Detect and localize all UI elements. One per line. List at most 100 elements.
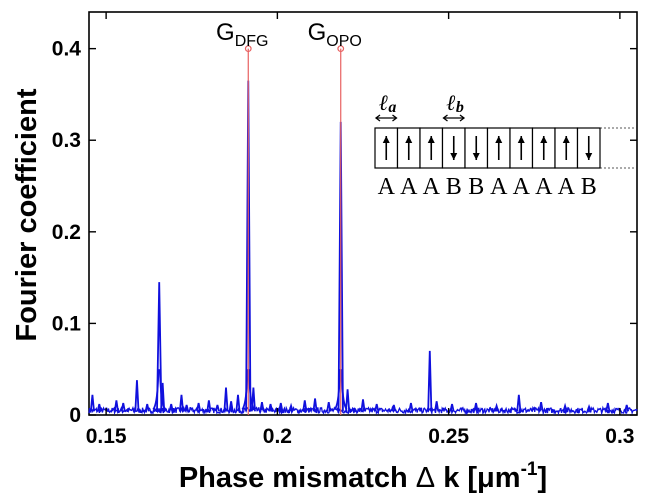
y-tick-label: 0.3 — [52, 129, 81, 152]
inset-sequence-letter: B — [581, 174, 597, 200]
spectrum-peak — [516, 394, 522, 412]
spectrum-peak — [168, 403, 174, 412]
x-tick-label: 0.2 — [263, 425, 292, 448]
spectrum-peak — [156, 282, 163, 412]
inset-length-label-sub: a — [388, 99, 396, 116]
peak-annotations: GDFG GOPO — [216, 19, 362, 50]
x-tick-label: 0.25 — [428, 425, 469, 448]
inset-length-arrowhead-right-icon — [459, 114, 466, 122]
spectrum-peak — [184, 404, 190, 412]
y-tick-label: 0.2 — [52, 221, 81, 244]
spectrum-peak — [408, 402, 414, 412]
inset-sequence-letter: A — [400, 174, 418, 200]
x-axis-title: Phase mismatch Δ k [μm-1] — [179, 459, 547, 494]
peak-annotation-main: G — [308, 19, 327, 46]
inset-up-arrow-icon — [495, 136, 503, 143]
peak-annotation-main: G — [216, 19, 235, 46]
spectrum-peak-base — [241, 369, 256, 411]
inset-sequence-letter: B — [468, 174, 484, 200]
spectrum-peak — [624, 404, 630, 412]
x-axis-title-k: k [ — [435, 462, 477, 494]
peak-annotation: GDFG — [216, 19, 268, 50]
spectrum-peak — [178, 394, 184, 412]
x-axis-title-text: Phase mismatch — [179, 462, 416, 494]
inset-sequence-letter: A — [490, 174, 508, 200]
inset-up-arrow-icon — [540, 136, 548, 143]
x-axis-title-unit: m — [495, 462, 521, 494]
inset-length-label-main: ℓ — [447, 90, 456, 115]
spectrum-baseline — [88, 405, 638, 416]
domain-inset: A A A B B A A A A Bℓa ℓb — [374, 90, 636, 200]
spectrum-peak — [605, 402, 611, 412]
inset-length-label: ℓa — [379, 90, 396, 116]
x-axis-title-close: ] — [538, 462, 548, 494]
spectrum-peak — [278, 402, 284, 412]
spectrum-peak — [312, 398, 318, 412]
peak-marker-point — [337, 45, 345, 53]
inset-up-arrow-icon — [382, 136, 390, 143]
plot-frame — [88, 11, 638, 416]
spectrum-peak — [89, 394, 95, 412]
inset-sequence-letter: A — [513, 174, 531, 200]
spectrum-peak — [120, 402, 126, 412]
spectrum-peak — [427, 350, 433, 412]
x-tick-label: 0.15 — [86, 425, 127, 448]
spectrum-peak — [374, 403, 380, 412]
spectrum-peak — [196, 402, 202, 412]
y-tick-label: 0.1 — [52, 312, 82, 335]
plot-area: GDFG GOPO — [88, 11, 638, 416]
spectrum-peak — [434, 401, 440, 412]
spectrum-peak — [562, 402, 568, 412]
inset-length-label: ℓb — [447, 90, 464, 116]
spectrum-peak — [586, 404, 592, 412]
spectrum-peak — [326, 402, 332, 412]
spectrum-peak — [206, 400, 212, 412]
spectrum-peak — [250, 387, 256, 412]
inset-length-label-main: ℓ — [379, 90, 388, 115]
inset-length-arrowhead-left-icon — [374, 114, 381, 122]
inset-up-arrow-icon — [405, 136, 413, 143]
inset-down-arrow-icon — [585, 153, 593, 160]
spectrum-peak — [259, 402, 265, 412]
peak-annotation: GOPO — [308, 19, 362, 50]
spectrum-peak — [391, 404, 397, 412]
spectrum-peak — [360, 399, 366, 412]
inset-up-arrow-icon — [427, 136, 435, 143]
x-tick-label: 0.3 — [605, 425, 634, 448]
spectrum-peak — [235, 394, 241, 412]
inset-down-arrow-icon — [450, 153, 458, 160]
y-tick-label: 0 — [69, 404, 81, 427]
peak-annotation-sub: DFG — [235, 33, 269, 50]
inset-sequence-letter: B — [446, 174, 462, 200]
inset-length-arrowhead-left-icon — [442, 114, 448, 122]
spectrum-peak — [288, 402, 294, 412]
spectrum-peak — [268, 403, 274, 412]
spectrum-peak — [144, 403, 150, 412]
inset-sequence-letter: A — [423, 174, 441, 200]
inset-up-arrow-icon — [562, 136, 570, 143]
inset-length-arrowhead-right-icon — [392, 114, 398, 122]
x-axis-title-exponent: -1 — [521, 459, 538, 480]
inset-sequence-letter: A — [535, 174, 553, 200]
peak-annotation-sub: OPO — [326, 33, 362, 50]
spectrum-peak — [473, 402, 479, 412]
spectrum-peak — [214, 404, 220, 412]
peak-marker-point — [244, 45, 252, 53]
y-axis-title: Fourier coefficient — [11, 88, 43, 341]
inset-sequence-letter: A — [378, 174, 396, 200]
peak-marker-series — [244, 45, 345, 415]
spectrum-peak — [96, 403, 102, 412]
inset-up-arrow-icon — [517, 136, 525, 143]
x-axis-title-delta: Δ — [416, 462, 435, 494]
spectrum-peak — [449, 403, 455, 412]
spectrum-peak — [134, 380, 140, 412]
spectrum-series — [88, 80, 638, 416]
x-axis-title-mu: μ — [477, 462, 495, 494]
spectrum-peak — [113, 400, 119, 412]
inset-down-arrow-icon — [472, 153, 480, 160]
axis-ticks: 0.15 0.2 0.25 0.3 0 0.1 0.2 0.3 0.4 — [52, 12, 637, 448]
inset-length-label-sub: b — [456, 99, 464, 116]
spectrum-peak — [302, 400, 308, 412]
spectrum-peak — [345, 389, 351, 412]
